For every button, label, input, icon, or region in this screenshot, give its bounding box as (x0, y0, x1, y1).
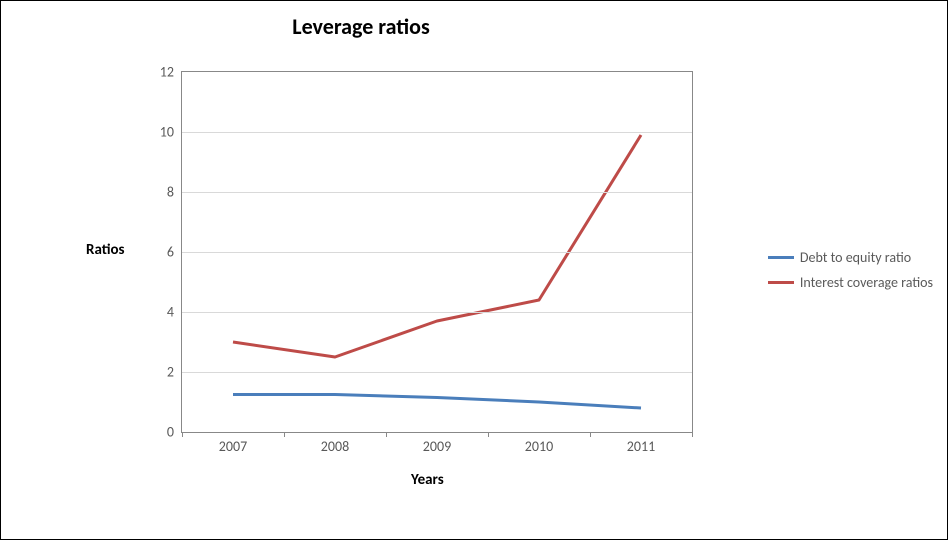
y-tick-label: 2 (167, 364, 182, 381)
chart-title: Leverage ratios (1, 13, 721, 40)
series-line (233, 135, 641, 357)
legend-item: Debt to equity ratio (768, 249, 933, 266)
legend: Debt to equity ratio Interest coverage ra… (768, 241, 933, 299)
x-tick-label: 2011 (627, 432, 655, 455)
y-axis-label: Ratios (86, 241, 125, 259)
x-tick-label: 2009 (423, 432, 451, 455)
x-tick-mark (284, 432, 285, 437)
legend-swatch (768, 281, 794, 284)
x-tick-mark (182, 432, 183, 437)
y-tick-label: 0 (167, 424, 182, 441)
series-line (233, 395, 641, 409)
gridline (182, 252, 692, 253)
y-tick-label: 6 (167, 244, 182, 261)
x-tick-mark (692, 432, 693, 437)
legend-label: Debt to equity ratio (800, 249, 911, 266)
legend-label: Interest coverage ratios (800, 274, 933, 291)
x-axis-label: Years (411, 471, 444, 489)
chart-container: Leverage ratios Ratios 02468101220072008… (0, 0, 948, 540)
legend-swatch (768, 256, 794, 259)
gridline (182, 372, 692, 373)
x-tick-mark (488, 432, 489, 437)
y-tick-label: 12 (160, 64, 182, 81)
legend-item: Interest coverage ratios (768, 274, 933, 291)
plot-area: 02468101220072008200920102011 (181, 71, 693, 433)
y-tick-label: 10 (160, 124, 182, 141)
x-tick-label: 2007 (219, 432, 247, 455)
y-tick-label: 8 (167, 184, 182, 201)
gridline (182, 132, 692, 133)
y-tick-label: 4 (167, 304, 182, 321)
x-tick-mark (386, 432, 387, 437)
x-tick-mark (590, 432, 591, 437)
x-tick-label: 2008 (321, 432, 349, 455)
gridline (182, 192, 692, 193)
gridline (182, 312, 692, 313)
x-tick-label: 2010 (525, 432, 553, 455)
